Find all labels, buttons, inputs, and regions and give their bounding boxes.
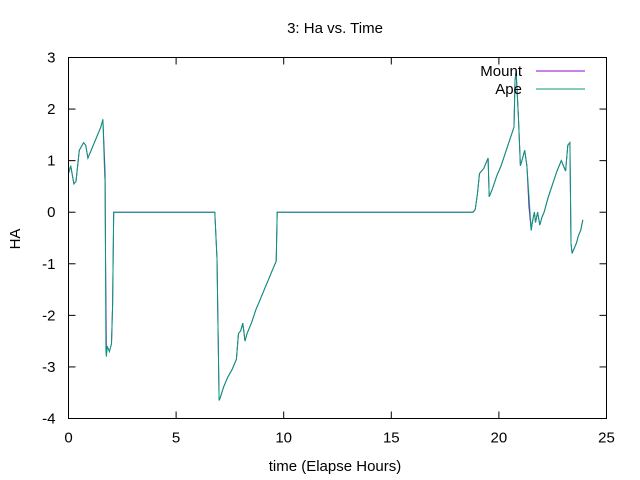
y-tick-label: -1 (42, 256, 55, 273)
x-axis-label: time (Elapse Hours) (269, 458, 402, 475)
y-tick-label: -4 (42, 411, 55, 428)
x-tick-label: 10 (275, 430, 292, 447)
x-tick-label: 20 (491, 430, 508, 447)
y-tick-label: 3 (47, 50, 55, 67)
plot-frame (68, 57, 607, 419)
chart-title: 3: Ha vs. Time (287, 20, 383, 37)
series-layer (68, 70, 584, 401)
y-tick-label: 1 (47, 153, 55, 170)
x-tick-label: 15 (383, 430, 400, 447)
x-tick-label: 0 (64, 430, 72, 447)
legend-label-ape: Ape (495, 81, 522, 98)
y-tick-label: 0 (47, 204, 55, 221)
y-tick-label: -2 (42, 307, 55, 324)
y-tick-label: 2 (47, 101, 55, 118)
x-tick-label: 5 (172, 430, 180, 447)
series-line-mount (68, 70, 584, 401)
x-tick-label: 25 (598, 430, 615, 447)
axis-ticks: 0 5 10 15 20 25 -4 -3 -2 -1 0 1 2 3 (42, 50, 615, 447)
y-axis-label: HA (7, 229, 24, 250)
series-line-ape (68, 72, 584, 401)
legend-label-mount: Mount (480, 63, 523, 80)
y-tick-label: -3 (42, 359, 55, 376)
